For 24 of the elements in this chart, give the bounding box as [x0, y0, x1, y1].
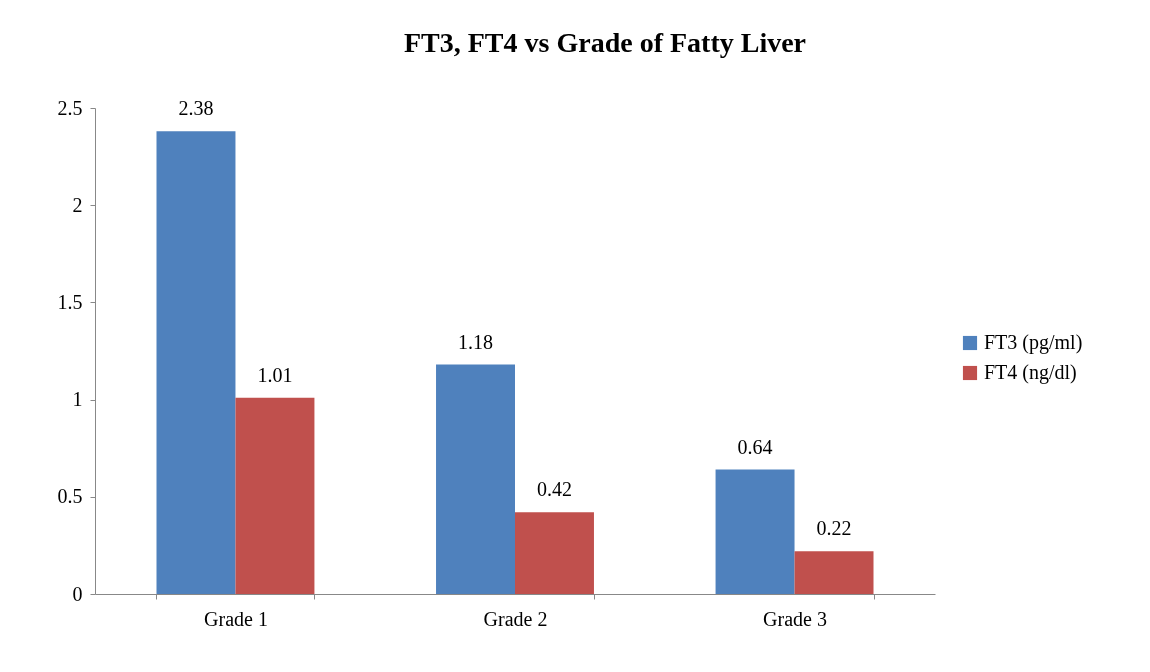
data-label: 2.38 [178, 97, 214, 120]
y-tick-label: 2 [72, 193, 83, 216]
y-tick-label: 1 [72, 388, 83, 411]
y-tick-label: 0.5 [57, 485, 83, 508]
bar [515, 512, 594, 594]
bar [794, 551, 874, 594]
data-label: 0.22 [816, 517, 852, 540]
bar [156, 131, 236, 594]
legend-label: FT4 (ng/dl) [984, 361, 1077, 384]
bar [436, 364, 515, 594]
chart-title: FT3, FT4 vs Grade of Fatty Liver [403, 27, 807, 58]
bar [235, 397, 315, 594]
legend-label: FT3 (pg/ml) [984, 331, 1083, 354]
x-tick-label: Grade 1 [204, 607, 268, 630]
bar [715, 469, 795, 594]
x-tick-label: Grade 3 [763, 607, 827, 630]
x-tick-label: Grade 2 [483, 607, 548, 630]
data-label: 0.64 [737, 435, 773, 458]
data-label: 1.18 [458, 330, 494, 353]
y-tick-label: 1.5 [57, 290, 83, 313]
y-tick-label: 0 [72, 582, 83, 605]
data-label: 0.42 [536, 478, 572, 501]
y-tick-label: 2.5 [57, 96, 83, 119]
data-label: 1.01 [257, 363, 293, 386]
